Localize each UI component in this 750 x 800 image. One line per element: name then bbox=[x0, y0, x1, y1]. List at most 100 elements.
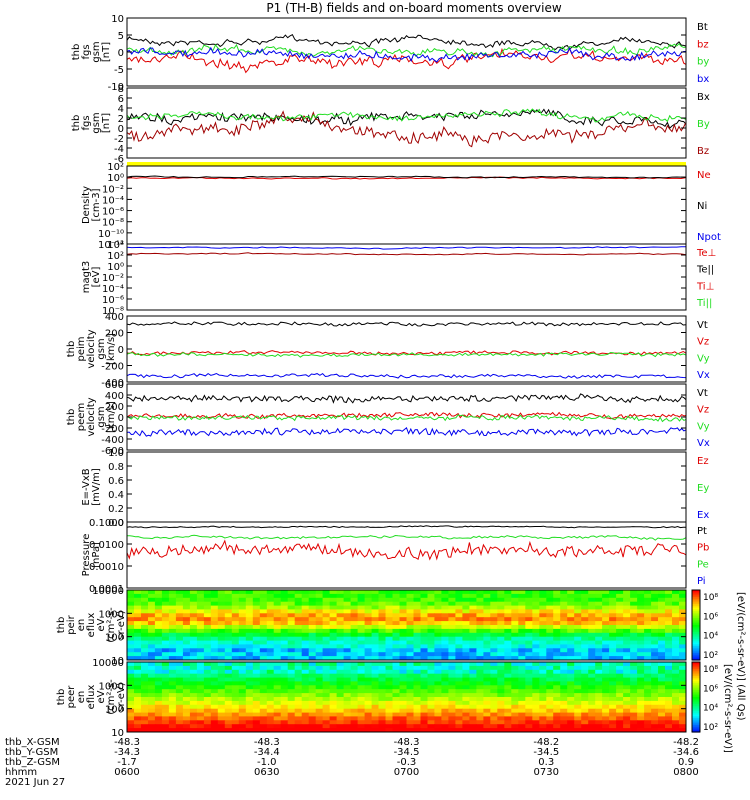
spectrogram-cell bbox=[602, 593, 610, 599]
spectrogram-cell bbox=[154, 648, 163, 653]
series-by bbox=[126, 108, 687, 123]
spectrogram-cell bbox=[301, 640, 310, 645]
spectrogram-cell bbox=[252, 632, 261, 638]
y-tick-label: 10⁻⁴ bbox=[102, 284, 124, 295]
spectrogram-cell bbox=[574, 644, 582, 649]
spectrogram-cell bbox=[308, 685, 317, 690]
spectrogram-cell bbox=[455, 681, 463, 686]
spectrogram-cell bbox=[679, 720, 687, 725]
spectrogram-cell bbox=[462, 605, 470, 610]
y-axis-label-line: eflux bbox=[86, 685, 97, 710]
spectrogram-cell bbox=[252, 613, 261, 618]
spectrogram-cell bbox=[567, 593, 575, 599]
spectrogram-cell bbox=[266, 656, 275, 661]
y-tick-label: -400 bbox=[101, 435, 124, 446]
spectrogram-cell bbox=[672, 728, 680, 733]
spectrogram-cell bbox=[189, 636, 198, 642]
spectrogram-cell bbox=[525, 656, 533, 661]
spectrogram-cell bbox=[343, 605, 352, 610]
spectrogram-cell bbox=[273, 621, 282, 626]
spectrogram-cell bbox=[658, 625, 666, 630]
spectrogram-cell bbox=[441, 613, 449, 618]
spectrogram-cell bbox=[637, 590, 645, 595]
spectrogram-cell bbox=[280, 625, 289, 630]
spectrogram-cell bbox=[322, 689, 331, 694]
spectrogram-cell bbox=[259, 632, 268, 638]
spectrogram-cell bbox=[497, 590, 505, 595]
spectrogram-cell bbox=[168, 636, 177, 642]
spectrogram-cell bbox=[497, 597, 505, 603]
spectrogram-cell bbox=[483, 605, 491, 610]
spectrogram-cell bbox=[560, 728, 568, 733]
y-axis-label-line: peem bbox=[76, 403, 87, 431]
spectrogram-cell bbox=[168, 689, 177, 694]
spectrogram-cell bbox=[497, 712, 505, 717]
spectrogram-cell bbox=[203, 632, 212, 638]
spectrogram-cell bbox=[469, 724, 477, 729]
spectrogram-cell bbox=[266, 662, 275, 667]
spectrogram-cell bbox=[595, 700, 603, 706]
spectrogram-cell bbox=[189, 590, 198, 595]
spectrogram-cell bbox=[399, 700, 407, 706]
spectrogram-cell bbox=[406, 632, 414, 638]
spectrogram-cell bbox=[350, 681, 359, 686]
spectrogram-cell bbox=[448, 693, 456, 698]
spectrogram-cell bbox=[497, 708, 505, 714]
spectrogram-cell bbox=[448, 597, 456, 603]
spectrogram-cell bbox=[294, 720, 303, 725]
spectrogram-cell bbox=[602, 728, 610, 733]
spectrogram-cell bbox=[413, 644, 421, 649]
spectrogram-cell bbox=[413, 632, 421, 638]
y-tick-label: 10 bbox=[111, 656, 124, 667]
spectrogram-cell bbox=[127, 724, 135, 729]
spectrogram-cell bbox=[672, 632, 680, 638]
spectrogram-cell bbox=[134, 689, 142, 694]
series-vz bbox=[126, 411, 687, 420]
spectrogram-cell bbox=[658, 708, 666, 714]
colorbar-label-2: [eV/(cm²-s-sr-eV)] bbox=[722, 664, 733, 753]
spectrogram-cell bbox=[294, 728, 303, 733]
spectrogram-cell bbox=[266, 700, 275, 706]
spectrogram-cell bbox=[476, 601, 484, 607]
colorbar-tick-label: 10⁸ bbox=[703, 593, 718, 603]
spectrogram-cell bbox=[413, 621, 421, 626]
spectrogram-cell bbox=[476, 669, 484, 675]
spectrogram-cell bbox=[427, 689, 435, 694]
spectrogram-cell bbox=[504, 625, 512, 630]
spectrogram-cell bbox=[322, 677, 331, 682]
spectrogram-cell bbox=[266, 720, 275, 725]
y-axis-label-line: fgs bbox=[81, 115, 92, 130]
spectrogram-cell bbox=[420, 636, 428, 642]
spectrogram-cell bbox=[385, 720, 393, 725]
spectrogram-cell bbox=[497, 697, 505, 702]
spectrogram-cell bbox=[679, 704, 687, 710]
spectrogram-cell bbox=[224, 601, 233, 607]
spectrogram-cell bbox=[630, 662, 638, 667]
spectrogram-cell bbox=[525, 704, 533, 710]
spectrogram-cell bbox=[602, 681, 610, 686]
spectrogram-cell bbox=[511, 708, 519, 714]
spectrogram-cell bbox=[518, 644, 526, 649]
spectrogram-cell bbox=[371, 605, 380, 610]
spectrogram-cell bbox=[651, 662, 659, 667]
spectrogram-cell bbox=[371, 662, 380, 667]
spectrogram-cell bbox=[679, 656, 687, 661]
spectrogram-cell bbox=[595, 662, 603, 667]
spectrogram-cell bbox=[448, 617, 456, 622]
spectrogram-cell bbox=[259, 712, 268, 717]
spectrogram-cell bbox=[630, 720, 638, 725]
colorbar-cell bbox=[692, 677, 700, 681]
spectrogram-cell bbox=[679, 669, 687, 675]
spectrogram-cell bbox=[651, 632, 659, 638]
spectrogram-cell bbox=[455, 728, 463, 733]
y-axis-label-line: gsm bbox=[96, 338, 107, 359]
spectrogram-cell bbox=[518, 708, 526, 714]
spectrogram-cell bbox=[532, 648, 540, 653]
spectrogram-cell bbox=[539, 662, 547, 667]
spectrogram-cell bbox=[127, 693, 135, 698]
legend-label: Vx bbox=[697, 438, 710, 449]
spectrogram-cell bbox=[154, 644, 163, 649]
spectrogram-cell bbox=[602, 621, 610, 626]
spectrogram-cell bbox=[266, 665, 275, 671]
